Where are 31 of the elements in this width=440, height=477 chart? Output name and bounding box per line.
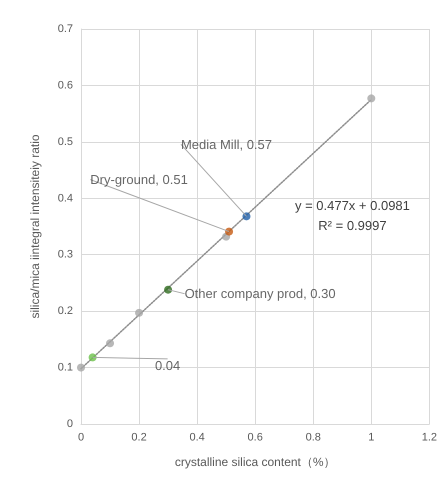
point xyxy=(367,94,376,102)
annotation: Other company prod, 0.30 xyxy=(184,286,336,302)
annotation: R² = 0.9997 xyxy=(318,218,387,234)
point xyxy=(77,364,85,372)
x-tick-label: 0.8 xyxy=(306,432,321,444)
y-tick-label: 0.5 xyxy=(58,136,73,148)
y-axis-title: silica/mica iintegral intensiteiy ratio xyxy=(28,134,42,319)
annotation: y = 0.477x + 0.0981 xyxy=(294,198,410,214)
point xyxy=(225,228,234,236)
point xyxy=(164,286,172,294)
y-tick-label: 0.6 xyxy=(58,79,73,92)
x-tick-label: 0 xyxy=(78,432,84,444)
annotation: 0.04 xyxy=(154,358,180,373)
point xyxy=(135,308,144,317)
x-axis-title: crystalline silica content（%） xyxy=(174,455,336,469)
y-tick-label: 0.2 xyxy=(58,305,73,318)
point xyxy=(88,353,97,362)
y-tick-label: 0.4 xyxy=(58,192,73,204)
annotation: Dry-ground, 0.51 xyxy=(90,172,188,188)
x-tick-label: 0.4 xyxy=(189,432,205,444)
y-tick-label: 0.1 xyxy=(58,362,73,374)
point xyxy=(242,212,250,220)
y-tick-label: 0.3 xyxy=(58,248,73,261)
y-tick-label: 0.7 xyxy=(58,23,73,35)
x-tick-label: 1.2 xyxy=(422,432,438,444)
x-tick-label: 0.6 xyxy=(248,432,263,444)
annotation: Media Mill, 0.57 xyxy=(180,136,272,152)
x-tick-label: 0.2 xyxy=(131,432,147,444)
x-tick-label: 1 xyxy=(368,432,374,444)
y-tick-label: 0 xyxy=(66,418,73,430)
point xyxy=(106,339,114,348)
